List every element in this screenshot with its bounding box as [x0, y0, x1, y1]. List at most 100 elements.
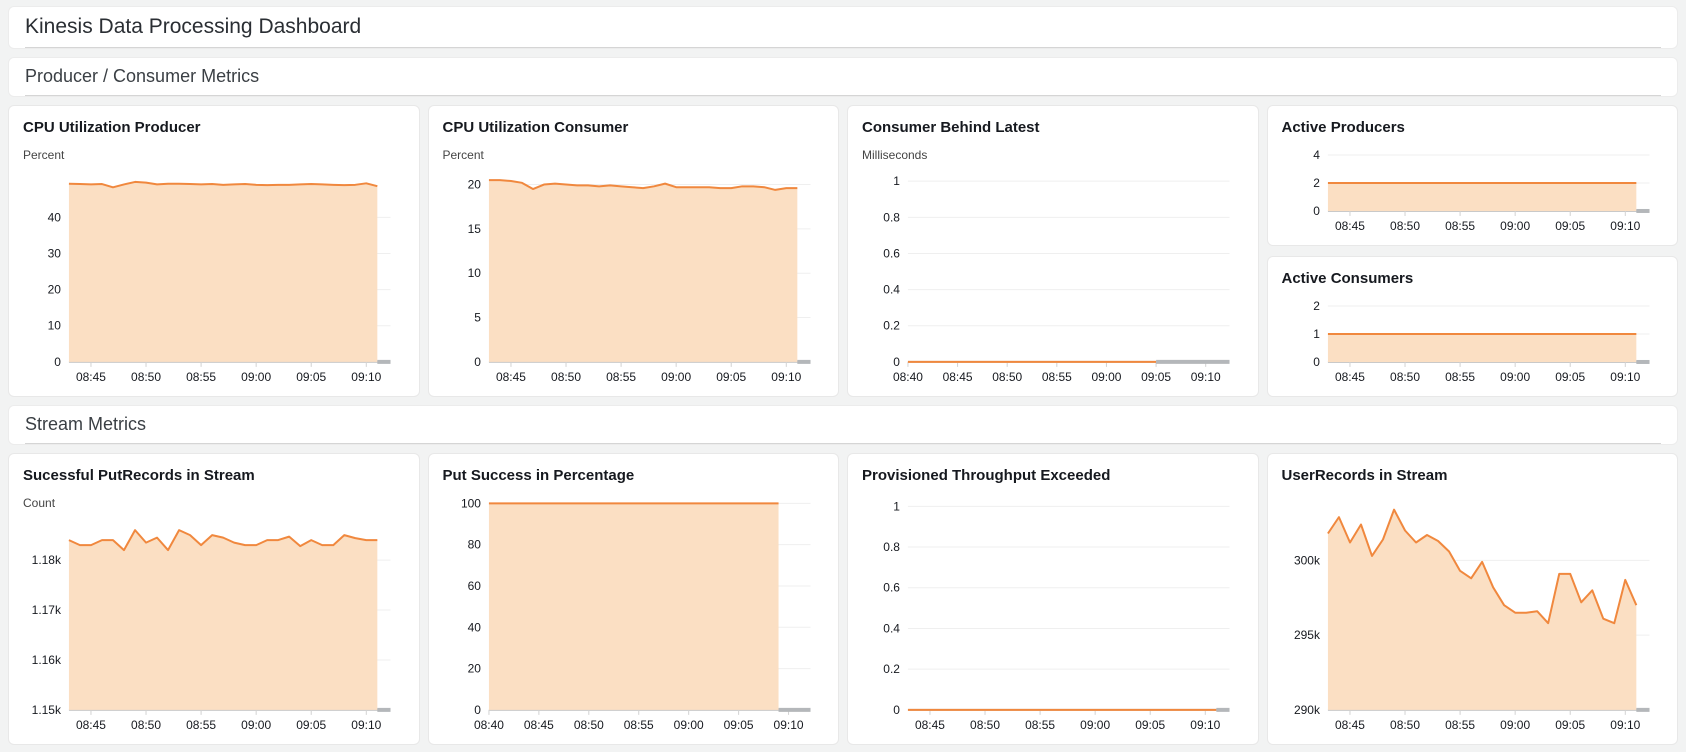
- column-active-metrics: Active Producers 0 2 4 08:45 08:50 08:55 09:00…: [1266, 105, 1678, 397]
- panel-title-cpu-utilization-producer: CPU Utilization Producer: [23, 119, 201, 136]
- svg-text:08:45: 08:45: [76, 718, 106, 732]
- svg-text:08:50: 08:50: [551, 370, 581, 384]
- svg-text:300k: 300k: [1293, 553, 1319, 567]
- svg-text:1: 1: [893, 499, 900, 513]
- section-header-stream: Stream Metrics: [8, 405, 1678, 445]
- svg-text:2: 2: [1313, 176, 1320, 190]
- section-title-producer-consumer: Producer / Consumer Metrics: [25, 66, 260, 86]
- svg-text:09:10: 09:10: [351, 370, 381, 384]
- svg-text:0: 0: [474, 703, 481, 717]
- chart-canvas-consumer-behind-latest[interactable]: 0 0.2 0.4 0.6 0.8 1 08:40 08:45 08:50 08:55 09:00 0…: [862, 164, 1244, 388]
- svg-text:09:00: 09:00: [1091, 370, 1121, 384]
- row-producer-consumer-metrics: CPU Utilization Producer Percent 0 10 20 30…: [8, 105, 1678, 397]
- svg-text:08:45: 08:45: [495, 370, 525, 384]
- svg-text:40: 40: [48, 210, 62, 224]
- svg-text:0.8: 0.8: [883, 540, 900, 554]
- svg-text:09:00: 09:00: [1500, 718, 1530, 732]
- svg-text:08:55: 08:55: [186, 718, 216, 732]
- svg-text:2: 2: [1313, 299, 1320, 313]
- svg-text:08:55: 08:55: [1445, 718, 1475, 732]
- svg-text:0: 0: [54, 355, 61, 369]
- svg-text:08:45: 08:45: [1334, 219, 1364, 233]
- svg-text:09:00: 09:00: [1500, 219, 1530, 233]
- panel-active-producers[interactable]: Active Producers 0 2 4 08:45 08:50 08:55 09:00…: [1266, 105, 1678, 246]
- svg-text:09:05: 09:05: [296, 718, 326, 732]
- svg-text:08:50: 08:50: [131, 718, 161, 732]
- svg-text:0.2: 0.2: [883, 662, 900, 676]
- svg-text:100: 100: [460, 496, 480, 510]
- svg-text:09:00: 09:00: [1080, 718, 1110, 732]
- panel-cpu-utilization-producer[interactable]: CPU Utilization Producer Percent 0 10 20 30…: [8, 105, 420, 397]
- svg-text:290k: 290k: [1293, 703, 1319, 717]
- svg-text:15: 15: [467, 222, 481, 236]
- svg-text:09:05: 09:05: [1141, 370, 1171, 384]
- panel-userrecords-in-stream[interactable]: UserRecords in Stream 290k 295k 300k 08:45 0…: [1266, 453, 1678, 745]
- chart-canvas-successful-putrecords[interactable]: 1.15k 1.16k 1.17k 1.18k 08:45 08:50 08:55 09:00…: [23, 512, 405, 736]
- svg-text:20: 20: [467, 662, 481, 676]
- panel-title-provisioned-throughput-exceeded: Provisioned Throughput Exceeded: [862, 467, 1111, 484]
- svg-text:09:05: 09:05: [716, 370, 746, 384]
- svg-text:09:05: 09:05: [1555, 219, 1585, 233]
- panel-cpu-utilization-consumer[interactable]: CPU Utilization Consumer Percent 0 5 10 15 2…: [427, 105, 839, 397]
- chart-canvas-provisioned-throughput-exceeded[interactable]: 0 0.2 0.4 0.6 0.8 1 08:45 08:50 08:55 09:00 09:05 0…: [862, 488, 1244, 736]
- chart-canvas-active-producers[interactable]: 0 2 4 08:45 08:50 08:55 09:00 09:05 09:10: [1282, 140, 1664, 237]
- svg-text:09:00: 09:00: [661, 370, 691, 384]
- svg-text:08:55: 08:55: [606, 370, 636, 384]
- svg-text:10: 10: [48, 319, 62, 333]
- svg-text:1: 1: [893, 174, 900, 188]
- svg-text:09:05: 09:05: [1555, 370, 1585, 384]
- svg-text:20: 20: [48, 283, 62, 297]
- svg-text:08:55: 08:55: [1445, 219, 1475, 233]
- svg-text:08:50: 08:50: [992, 370, 1022, 384]
- dashboard-title: Kinesis Data Processing Dashboard: [25, 15, 362, 38]
- svg-text:4: 4: [1313, 148, 1320, 162]
- svg-text:0.6: 0.6: [883, 581, 900, 595]
- svg-text:09:10: 09:10: [1610, 718, 1640, 732]
- svg-text:08:45: 08:45: [1334, 370, 1364, 384]
- panel-title-consumer-behind-latest: Consumer Behind Latest: [862, 119, 1040, 136]
- svg-text:0: 0: [893, 703, 900, 717]
- panel-title-active-producers: Active Producers: [1281, 119, 1405, 136]
- svg-text:08:50: 08:50: [1390, 370, 1420, 384]
- chart-canvas-cpu-utilization-producer[interactable]: 0 10 20 30 40 08:45 08:50 08:55 09:00 09:05 09:10: [23, 164, 405, 388]
- dashboard-header: Kinesis Data Processing Dashboard: [8, 6, 1678, 49]
- chart-canvas-cpu-utilization-consumer[interactable]: 0 5 10 15 20 08:45 08:50 08:55 09:00 09:05 09:10: [443, 164, 825, 388]
- svg-text:08:45: 08:45: [915, 718, 945, 732]
- chart-canvas-put-success-percentage[interactable]: 0 20 40 60 80 100 08:40 08:45 08:50 08:55 09:00 09:…: [443, 488, 825, 736]
- svg-text:09:10: 09:10: [1610, 370, 1640, 384]
- svg-text:0.8: 0.8: [883, 210, 900, 224]
- chart-canvas-userrecords-in-stream[interactable]: 290k 295k 300k 08:45 08:50 08:55 09:00 09:05 09:…: [1282, 488, 1664, 736]
- panel-successful-putrecords[interactable]: Sucessful PutRecords in Stream Count 1.1…: [8, 453, 420, 745]
- panel-title-active-consumers: Active Consumers: [1281, 270, 1414, 287]
- svg-text:1.18k: 1.18k: [32, 553, 61, 567]
- svg-text:1.16k: 1.16k: [32, 653, 61, 667]
- chart-canvas-active-consumers[interactable]: 0 1 2 08:45 08:50 08:55 09:00 09:05 09:10: [1282, 291, 1664, 388]
- svg-text:0.4: 0.4: [883, 621, 900, 635]
- svg-text:09:00: 09:00: [673, 718, 703, 732]
- svg-text:09:10: 09:10: [351, 718, 381, 732]
- svg-text:5: 5: [474, 311, 481, 325]
- panel-title-cpu-utilization-consumer: CPU Utilization Consumer: [442, 119, 629, 136]
- svg-text:08:55: 08:55: [1042, 370, 1072, 384]
- y-axis-unit-label: Percent: [442, 148, 484, 162]
- svg-text:08:40: 08:40: [893, 370, 923, 384]
- panel-put-success-percentage[interactable]: Put Success in Percentage 0 20 40 60 80 100 08…: [427, 453, 839, 745]
- svg-text:09:10: 09:10: [773, 718, 803, 732]
- svg-text:20: 20: [467, 178, 481, 192]
- svg-text:0: 0: [474, 355, 481, 369]
- svg-text:40: 40: [467, 620, 481, 634]
- panel-title-userrecords-in-stream: UserRecords in Stream: [1281, 467, 1448, 484]
- panel-title-put-success-percentage: Put Success in Percentage: [442, 467, 635, 484]
- svg-text:08:45: 08:45: [1334, 718, 1364, 732]
- svg-text:09:05: 09:05: [1555, 718, 1585, 732]
- panel-provisioned-throughput-exceeded[interactable]: Provisioned Throughput Exceeded 0 0.2 0.4 0…: [847, 453, 1259, 745]
- y-axis-unit-label: Milliseconds: [862, 148, 928, 162]
- svg-text:1: 1: [1313, 327, 1320, 341]
- panel-consumer-behind-latest[interactable]: Consumer Behind Latest Milliseconds 0 0.2…: [847, 105, 1259, 397]
- svg-text:09:00: 09:00: [241, 370, 271, 384]
- svg-text:09:10: 09:10: [1190, 718, 1220, 732]
- panel-active-consumers[interactable]: Active Consumers 0 1 2 08:45 08:50 08:55 09:00…: [1266, 256, 1678, 397]
- svg-text:09:00: 09:00: [241, 718, 271, 732]
- svg-text:08:50: 08:50: [1390, 219, 1420, 233]
- section-header-producer-consumer: Producer / Consumer Metrics: [8, 57, 1678, 97]
